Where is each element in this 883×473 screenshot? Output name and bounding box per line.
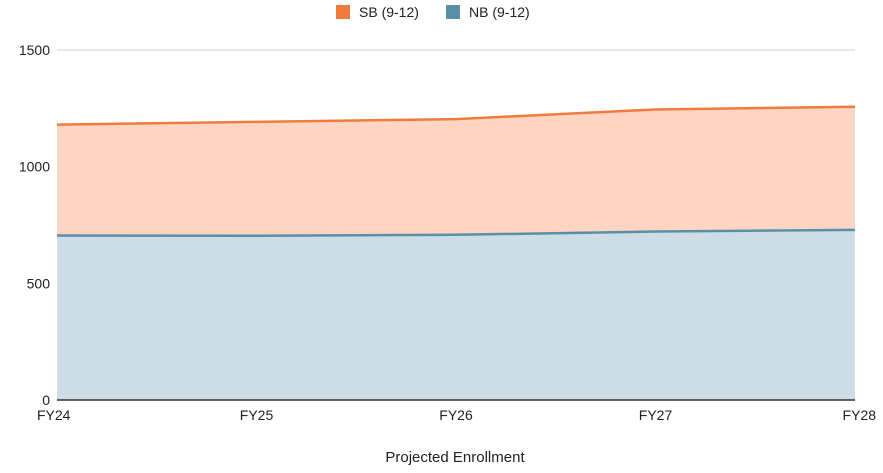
x-tick-label: FY27	[639, 407, 673, 423]
legend-label: SB (9-12)	[359, 4, 419, 20]
y-axis-ticks: 0 500 1000 1500	[19, 42, 50, 408]
x-axis-ticks: FY24 FY25 FY26 FY27 FY28	[37, 407, 876, 423]
x-tick-label: FY28	[843, 407, 877, 423]
y-tick-label: 500	[27, 275, 51, 291]
series-line-nb-9-12	[56, 228, 856, 237]
y-tick-label: 1500	[19, 42, 50, 58]
legend-swatch	[336, 5, 350, 19]
y-tick-label: 1000	[19, 159, 50, 175]
x-tick-label: FY24	[37, 407, 71, 423]
legend: SB (9-12) NB (9-12)	[336, 4, 530, 20]
legend-label: NB (9-12)	[469, 4, 530, 20]
y-tick-label: 0	[42, 392, 50, 408]
x-tick-label: FY26	[439, 407, 473, 423]
series-lines	[56, 105, 856, 237]
series-line-sb-9-12	[56, 105, 856, 126]
area-nb-9-12	[57, 229, 855, 400]
legend-swatch	[446, 5, 460, 19]
area-layers	[57, 106, 855, 400]
area-sb-9-12	[57, 106, 855, 236]
x-axis-title: Projected Enrollment	[385, 449, 525, 466]
x-tick-label: FY25	[240, 407, 274, 423]
